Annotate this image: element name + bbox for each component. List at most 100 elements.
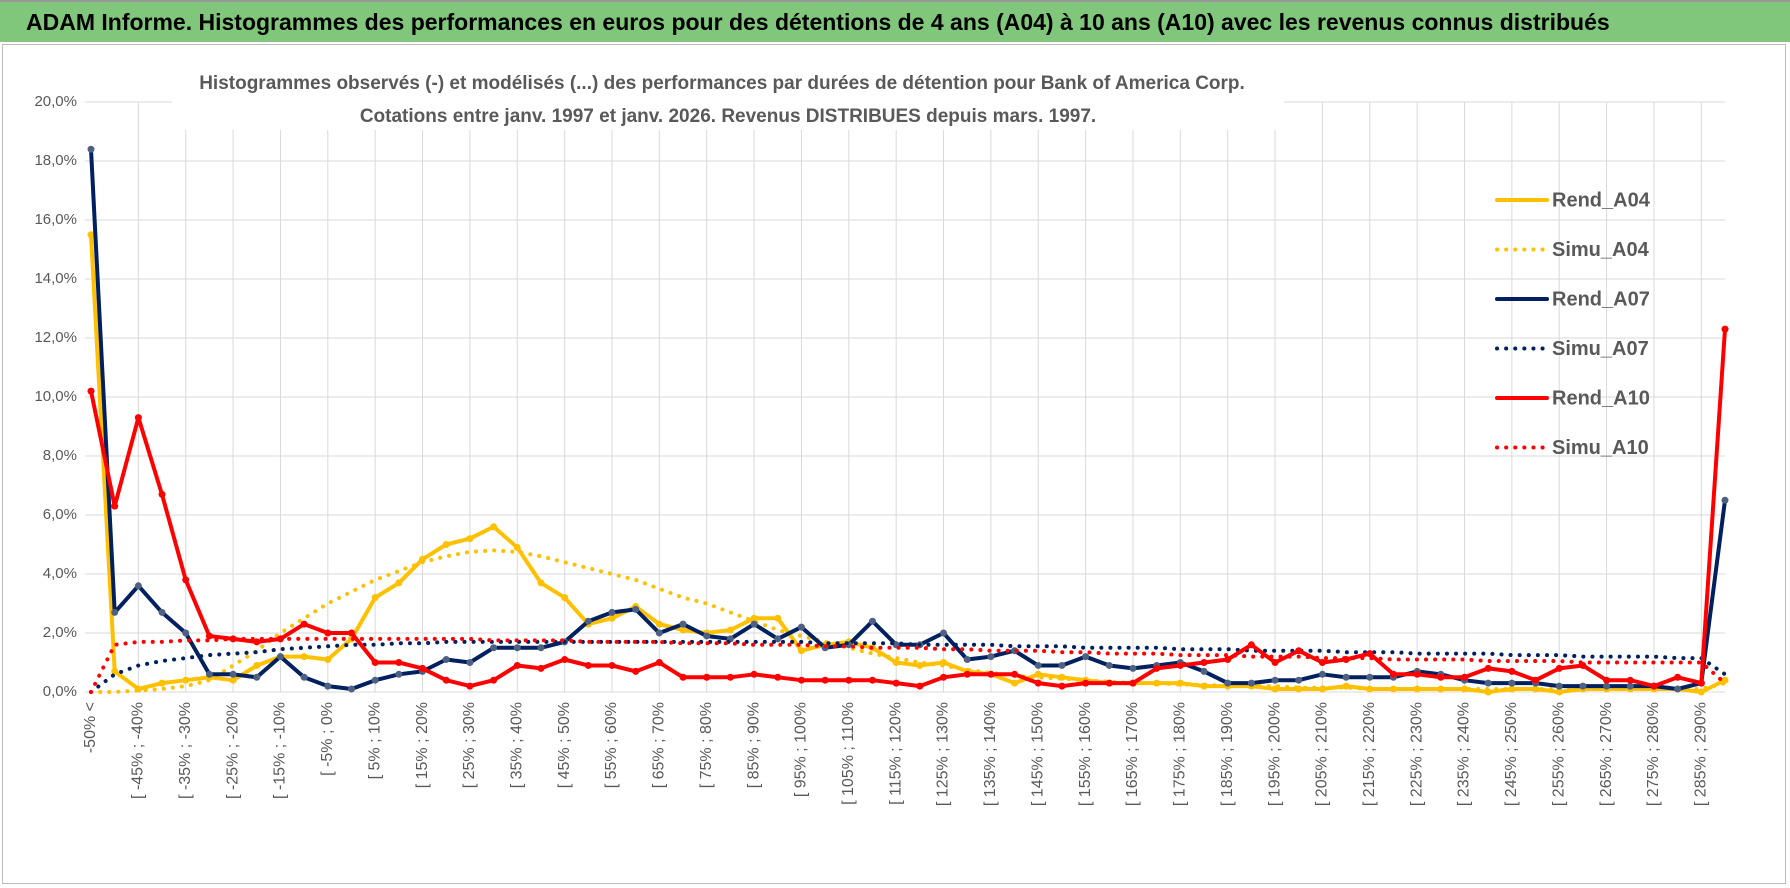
point-marker xyxy=(111,608,119,616)
chart-subtitle: Cotations entre janv. 1997 et janv. 2026… xyxy=(360,106,1096,127)
point-marker xyxy=(395,659,403,666)
x-tick-label: [ -35% ; -30% xyxy=(177,702,194,799)
point-marker xyxy=(821,676,829,684)
point-marker xyxy=(655,659,663,666)
y-tick-label: 6,0% xyxy=(43,506,77,523)
point-marker xyxy=(205,632,213,640)
point-marker xyxy=(963,656,971,664)
point-marker xyxy=(324,682,332,690)
simulated-line xyxy=(89,548,1727,694)
point-marker xyxy=(1342,682,1350,690)
point-marker xyxy=(1555,682,1563,690)
point-marker xyxy=(1437,673,1445,681)
point-marker xyxy=(726,626,734,634)
x-tick-label: [ 95% ; 100% xyxy=(793,702,810,797)
point-marker xyxy=(300,673,308,681)
point-marker xyxy=(1105,679,1113,687)
point-marker xyxy=(1034,670,1042,678)
point-marker xyxy=(963,670,971,678)
point-marker xyxy=(111,667,119,675)
point-marker xyxy=(940,673,948,681)
x-tick-label: [ -45% ; -40% xyxy=(130,702,147,799)
observed-line xyxy=(89,147,1727,691)
point-marker xyxy=(1247,679,1255,687)
x-tick-label: [ 225% ; 230% xyxy=(1408,702,1425,806)
point-marker xyxy=(584,617,592,625)
point-marker xyxy=(182,629,190,637)
point-marker xyxy=(1579,682,1587,690)
point-marker xyxy=(1674,685,1682,693)
point-marker xyxy=(1224,656,1232,664)
x-tick-label: [ 55% ; 60% xyxy=(603,702,620,788)
point-marker xyxy=(892,679,900,687)
point-marker xyxy=(987,670,995,678)
point-marker xyxy=(205,670,213,678)
point-marker xyxy=(442,541,450,548)
point-marker xyxy=(158,679,166,687)
point-marker xyxy=(774,673,782,681)
x-tick-label: [ -25% ; -20% xyxy=(224,702,241,799)
point-marker xyxy=(466,682,474,690)
point-marker xyxy=(419,664,427,672)
point-marker xyxy=(182,676,190,684)
x-tick-label: -50% < xyxy=(82,702,99,753)
x-tick-label: [ 245% ; 250% xyxy=(1503,702,1520,806)
legend-label: Simu_A07 xyxy=(1552,338,1649,360)
x-tick-label: [ 205% ; 210% xyxy=(1314,702,1331,806)
point-marker xyxy=(371,676,379,684)
point-marker xyxy=(419,555,427,563)
point-marker xyxy=(87,231,95,239)
point-marker xyxy=(442,676,450,684)
point-marker xyxy=(253,661,261,669)
point-marker xyxy=(490,644,498,652)
chart-frame xyxy=(2,44,1786,884)
point-marker xyxy=(561,656,569,664)
point-marker xyxy=(442,656,450,664)
point-marker xyxy=(1697,679,1705,687)
point-marker xyxy=(632,605,640,613)
y-tick-label: 16,0% xyxy=(34,211,77,228)
point-marker xyxy=(347,685,355,693)
point-marker xyxy=(679,673,687,681)
point-marker xyxy=(466,535,474,543)
grid xyxy=(85,101,1725,693)
point-marker xyxy=(1011,670,1019,678)
header-title: ADAM Informe. Histogrammes des performan… xyxy=(26,9,1610,35)
x-tick-label: [ 235% ; 240% xyxy=(1456,702,1473,806)
y-tick-label: 2,0% xyxy=(43,624,77,641)
x-tick-label: [ 75% ; 80% xyxy=(698,702,715,788)
x-tick-label: [ 155% ; 160% xyxy=(1077,702,1094,806)
point-marker xyxy=(371,594,379,602)
legend-label: Rend_A10 xyxy=(1552,387,1650,409)
point-marker xyxy=(1603,676,1611,684)
point-marker xyxy=(87,145,95,153)
point-marker xyxy=(1389,670,1397,678)
y-tick-label: 10,0% xyxy=(34,388,77,405)
x-tick-label: [ 165% ; 170% xyxy=(1124,702,1141,806)
x-tick-label: [ -5% ; 0% xyxy=(319,702,336,776)
x-tick-label: [ 135% ; 140% xyxy=(982,702,999,806)
y-tick-label: 14,0% xyxy=(34,270,77,287)
point-marker xyxy=(726,673,734,681)
point-marker xyxy=(679,626,687,634)
point-marker xyxy=(513,661,521,669)
point-marker xyxy=(1011,679,1019,687)
point-marker xyxy=(537,664,545,672)
x-tick-label: [ 65% ; 70% xyxy=(651,702,668,788)
point-marker xyxy=(655,629,663,637)
y-tick-label: 12,0% xyxy=(34,329,77,346)
point-marker xyxy=(466,659,474,666)
point-marker xyxy=(1058,661,1066,669)
x-tick-label: [ 35% ; 40% xyxy=(508,702,525,788)
point-marker xyxy=(916,661,924,669)
x-tick-label: [ 105% ; 110% xyxy=(840,702,857,805)
point-marker xyxy=(229,676,237,684)
point-marker xyxy=(134,582,142,590)
point-marker xyxy=(111,502,119,510)
x-tick-label: [ 255% ; 260% xyxy=(1550,702,1567,806)
point-marker xyxy=(1082,679,1090,687)
chart-title: Histogrammes observés (-) et modélisés (… xyxy=(199,73,1245,94)
point-marker xyxy=(703,673,711,681)
y-tick-label: 4,0% xyxy=(43,565,77,582)
